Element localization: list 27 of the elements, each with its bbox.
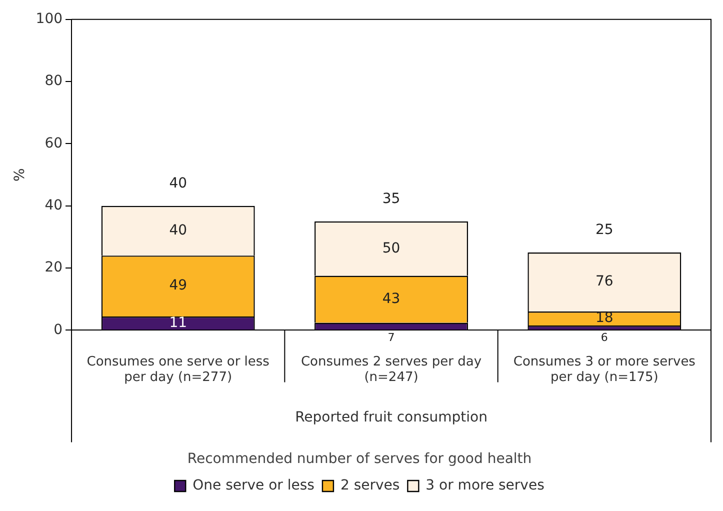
total-label: 25 xyxy=(596,222,614,238)
legend-label: One serve or less xyxy=(192,478,314,494)
legend-title: Recommended number of serves for good health xyxy=(187,450,532,467)
x-axis-title: Reported fruit consumption xyxy=(295,409,488,426)
annotation: 43 xyxy=(382,290,400,307)
total-label: 40 xyxy=(169,176,188,192)
annotation: 18 xyxy=(596,310,614,326)
y-tick-label: 20 xyxy=(44,260,63,276)
legend-label: 3 or more serves xyxy=(426,478,544,494)
legend-label: 2 serves xyxy=(340,478,400,494)
annotation: 40 xyxy=(169,222,188,238)
total-label: 35 xyxy=(382,191,400,208)
annotation: 11 xyxy=(169,315,188,332)
annotation: 49 xyxy=(169,278,188,294)
x-tick-label: Consumes 2 serves per day (n=247) xyxy=(300,354,482,385)
y-tick-label: 0 xyxy=(54,322,63,338)
y-tick-label: 60 xyxy=(44,135,63,152)
y-tick-label: 80 xyxy=(44,73,63,90)
y-tick-label: 40 xyxy=(44,198,63,214)
y-tick-label: 100 xyxy=(36,11,63,28)
annotation: 6 xyxy=(600,331,608,344)
y-axis-title: % xyxy=(12,168,28,182)
annotation: 7 xyxy=(388,331,395,344)
annotation: 50 xyxy=(382,240,400,256)
x-tick-label: Consumes 3 or more serves per day (n=175) xyxy=(513,354,696,385)
x-tick-label: Consumes one serve or less per day (n=277) xyxy=(86,354,270,385)
annotation: 76 xyxy=(596,274,614,290)
